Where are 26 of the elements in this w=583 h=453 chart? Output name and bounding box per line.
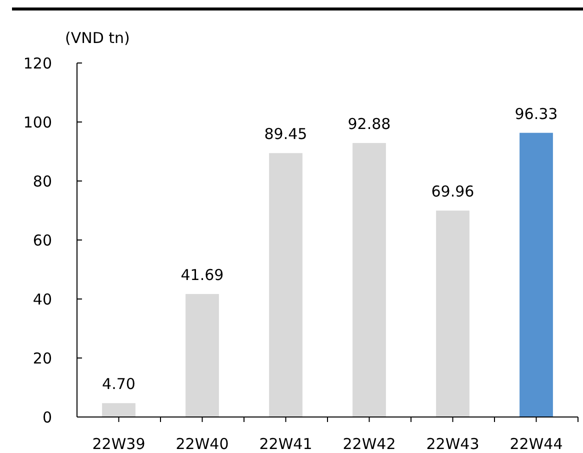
bar xyxy=(352,143,386,417)
bar xyxy=(186,294,219,417)
data-label: 96.33 xyxy=(514,104,558,123)
y-tick-label: 120 xyxy=(23,54,52,72)
data-label: 4.70 xyxy=(102,375,136,394)
y-axis-title: (VND tn) xyxy=(65,29,130,47)
bar xyxy=(102,403,136,417)
data-label: 89.45 xyxy=(264,125,308,144)
bar xyxy=(436,210,470,417)
y-tick-label: 60 xyxy=(32,231,52,250)
data-label: 69.96 xyxy=(431,182,474,201)
x-tick-label: 22W43 xyxy=(426,435,480,453)
x-tick-label: 22W39 xyxy=(92,435,146,453)
x-tick-label: 22W40 xyxy=(176,435,229,453)
x-tick-label: 22W41 xyxy=(259,435,312,453)
bar xyxy=(520,132,553,417)
y-tick-label: 40 xyxy=(32,290,52,308)
y-tick-label: 100 xyxy=(23,113,52,132)
y-tick-label: 0 xyxy=(42,408,52,426)
x-tick-label: 22W44 xyxy=(510,435,563,453)
x-tick-label: 22W42 xyxy=(342,435,396,453)
y-tick-label: 20 xyxy=(32,349,52,368)
data-label: 41.69 xyxy=(180,266,224,284)
y-tick-label: 80 xyxy=(32,172,52,190)
bar xyxy=(269,153,302,417)
data-label: 92.88 xyxy=(348,115,391,134)
